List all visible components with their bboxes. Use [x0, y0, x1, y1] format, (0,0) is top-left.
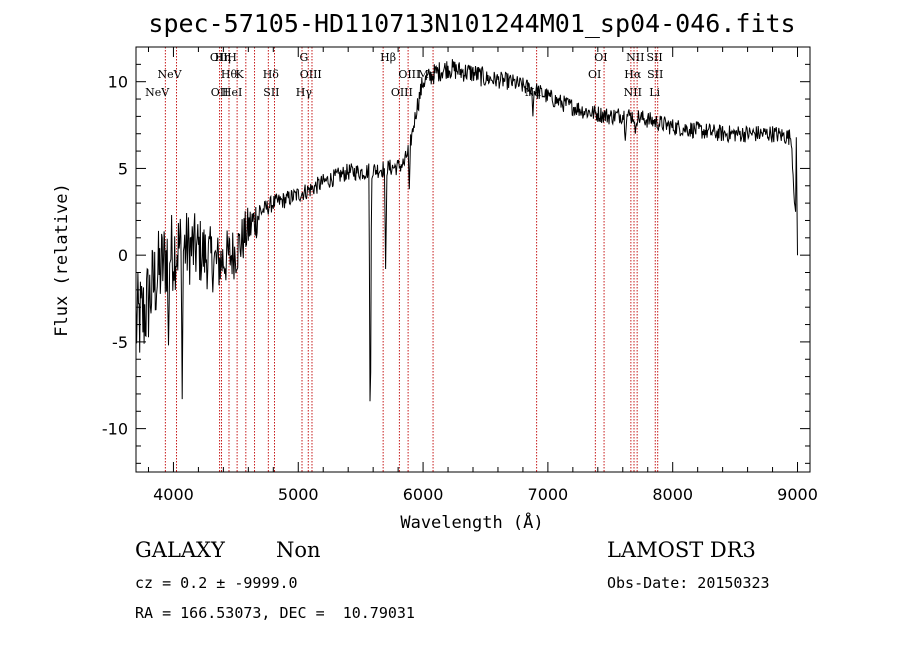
object-subclass: Non	[276, 538, 321, 562]
line-label: Hβ	[380, 51, 396, 64]
redshift-cz: cz = 0.2 ± -9999.0	[135, 574, 298, 592]
y-tick-label: 0	[118, 246, 128, 265]
line-label: Li	[649, 86, 660, 99]
x-tick-label: 4000	[153, 485, 194, 504]
line-label: OII	[210, 51, 228, 64]
x-tick-label: 9000	[777, 485, 818, 504]
line-label: NII	[624, 86, 642, 99]
line-label: OIII	[300, 68, 322, 81]
line-labels: NeVNeVOIIHηHHθKOIIHeIHδSIIGOIIIHγHβOIIIO…	[145, 51, 663, 99]
x-tick-label: 5000	[278, 485, 319, 504]
line-markers	[164, 47, 659, 472]
line-label: Hη	[215, 51, 231, 64]
y-tick-label: 5	[118, 159, 128, 178]
object-class: GALAXY	[135, 538, 225, 562]
y-tick-label: -5	[112, 333, 128, 352]
line-label: NeV	[145, 86, 170, 99]
x-tick-label: 6000	[403, 485, 444, 504]
line-label: Hθ	[221, 68, 238, 81]
y-tick-label: 10	[108, 73, 128, 92]
x-tick-label: 7000	[528, 485, 569, 504]
coordinates: RA = 166.53073, DEC = 10.79031	[135, 604, 415, 622]
y-axis: -10 -5 0 5 10	[102, 63, 810, 464]
line-label: SII	[646, 51, 662, 64]
line-label: Hα	[624, 68, 642, 81]
line-label: K	[235, 68, 244, 81]
line-label: OII	[211, 86, 229, 99]
line-label: NII	[626, 51, 644, 64]
line-label: G	[299, 51, 308, 64]
x-axis: 4000 5000 6000 7000 8000 9000	[147, 47, 818, 504]
x-axis-label: Wavelength (Å)	[400, 511, 543, 533]
spectrum-line	[135, 59, 798, 402]
line-label: Hγ	[296, 86, 313, 99]
observation-date: Obs-Date: 20150323	[607, 574, 770, 592]
line-label: OI	[588, 68, 601, 81]
y-axis-label: Flux (relative)	[52, 183, 72, 337]
line-label: OIII	[391, 86, 413, 99]
line-label: H	[227, 51, 237, 64]
line-label: Hδ	[263, 68, 280, 81]
x-tick-label: 8000	[652, 485, 693, 504]
line-label: NeV	[158, 68, 183, 81]
line-label: SII	[647, 68, 663, 81]
survey-name: LAMOST DR3	[607, 538, 756, 562]
chart-title: spec-57105-HD110713N101244M01_sp04-046.f…	[148, 9, 795, 38]
y-tick-label: -10	[102, 420, 128, 439]
line-label: OIII	[398, 68, 420, 81]
line-label: HeI	[222, 86, 242, 99]
line-label: OI	[594, 51, 607, 64]
line-label: SII	[263, 86, 279, 99]
